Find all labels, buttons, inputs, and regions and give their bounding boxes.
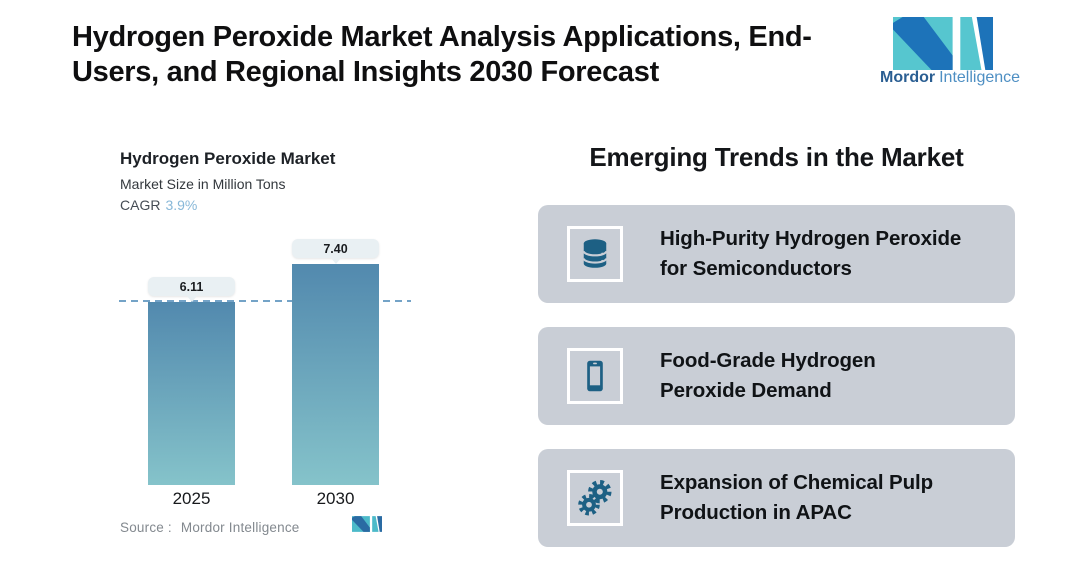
- trend-card-line1: Food-Grade Hydrogen: [660, 349, 876, 372]
- chart-source: Source : Mordor Intelligence: [120, 520, 300, 535]
- trend-card-line2: for Semiconductors: [660, 257, 852, 280]
- icon-tile: [567, 348, 623, 404]
- bar-value-callout-2030: 7.40: [292, 239, 379, 258]
- cagr-label: CAGR: [120, 197, 161, 213]
- bar-2030: [292, 264, 379, 485]
- mordor-intelligence-logo-icon: [893, 17, 993, 70]
- x-axis-label-2025: 2025: [172, 489, 211, 508]
- trend-card-pulp-apac: Expansion of Chemical Pulp Production in…: [538, 449, 1015, 547]
- trend-card-semiconductors: High-Purity Hydrogen Peroxide for Semico…: [538, 205, 1015, 303]
- icon-tile: [567, 470, 623, 526]
- trend-card-food-grade: Food-Grade Hydrogen Peroxide Demand: [538, 327, 1015, 425]
- source-label: Source :: [120, 520, 172, 535]
- trend-card-line2: Peroxide Demand: [660, 379, 832, 402]
- mordor-intelligence-mini-logo-icon: [352, 516, 382, 532]
- brand-name: Mordor Intelligence: [880, 69, 1020, 87]
- smartphone-icon: [587, 360, 603, 392]
- trend-card-text: Food-Grade Hydrogen Peroxide Demand: [660, 346, 876, 406]
- database-icon: [582, 239, 608, 268]
- trend-card-line1: Expansion of Chemical Pulp: [660, 471, 934, 494]
- page-title-line2: Users, and Regional Insights 2030 Foreca…: [72, 56, 659, 88]
- chart-subtitle: Market Size in Million Tons: [120, 176, 286, 192]
- gears-icon: [578, 480, 612, 516]
- trend-card-line2: Production in APAC: [660, 501, 852, 524]
- icon-tile: [567, 226, 623, 282]
- trend-card-text: High-Purity Hydrogen Peroxide for Semico…: [660, 224, 961, 284]
- trends-heading: Emerging Trends in the Market: [589, 142, 964, 172]
- bar-chart: 6.11 7.40 2025 2030: [110, 230, 460, 515]
- chart-cagr: CAGR 3.9%: [120, 197, 197, 213]
- reference-dashed-line: [119, 300, 411, 302]
- chart-title: Hydrogen Peroxide Market: [120, 149, 336, 168]
- brand-name-light: Intelligence: [939, 69, 1021, 86]
- bar-2025: [148, 302, 235, 485]
- x-axis-label-2030: 2030: [316, 489, 355, 508]
- trend-card-text: Expansion of Chemical Pulp Production in…: [660, 468, 933, 528]
- bar-value-callout-2025: 6.11: [148, 277, 235, 296]
- trend-card-line1: High-Purity Hydrogen Peroxide: [660, 227, 962, 250]
- page-title: Hydrogen Peroxide Market Analysis Applic…: [72, 20, 917, 90]
- source-value: Mordor Intelligence: [180, 520, 300, 535]
- page-title-line1: Hydrogen Peroxide Market Analysis Applic…: [72, 21, 812, 53]
- cagr-value: 3.9%: [165, 197, 198, 213]
- brand-name-bold: Mordor: [880, 69, 936, 86]
